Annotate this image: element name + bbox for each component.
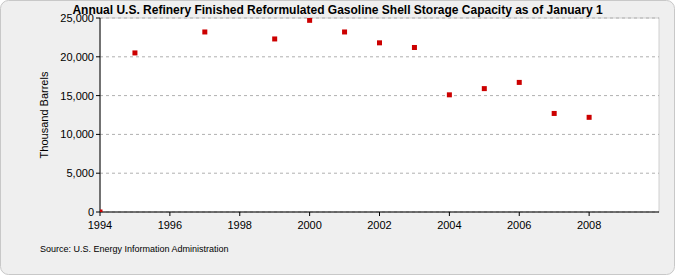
y-tick-label: 10,000 bbox=[60, 128, 94, 140]
grid-line bbox=[100, 56, 659, 57]
x-tick bbox=[379, 212, 380, 216]
x-tick-label: 1996 bbox=[158, 219, 182, 231]
grid-line bbox=[100, 212, 659, 213]
points bbox=[100, 18, 592, 212]
point bbox=[482, 86, 487, 91]
y-axis bbox=[100, 18, 101, 212]
source: Source: U.S. Energy Information Administ… bbox=[40, 244, 229, 254]
plot-area bbox=[100, 18, 659, 212]
y-tick bbox=[96, 212, 100, 213]
x-tick bbox=[589, 212, 590, 216]
y-tick bbox=[96, 56, 100, 57]
x-tick bbox=[169, 212, 170, 216]
x-tick bbox=[519, 212, 520, 216]
y-tick-label: 25,000 bbox=[60, 12, 94, 24]
x-tick-label: 2000 bbox=[297, 219, 321, 231]
x-tick-label: 1994 bbox=[88, 219, 112, 231]
point bbox=[132, 50, 137, 55]
y-tick bbox=[96, 134, 100, 135]
point bbox=[307, 18, 312, 23]
grid-line bbox=[100, 173, 659, 174]
x-tick-label: 2008 bbox=[577, 219, 601, 231]
point bbox=[447, 92, 452, 97]
x-tick bbox=[100, 212, 101, 216]
title: Annual U.S. Refinery Finished Reformulat… bbox=[72, 3, 602, 17]
grid-line bbox=[100, 18, 659, 19]
point bbox=[100, 210, 103, 213]
point bbox=[587, 115, 592, 120]
y-tick-label: 0 bbox=[88, 206, 94, 218]
grid-line bbox=[100, 95, 659, 96]
y-tick bbox=[96, 18, 100, 19]
background bbox=[1, 1, 675, 275]
point bbox=[202, 29, 207, 34]
point bbox=[552, 111, 557, 116]
y-axis-label: Thousand Barrels bbox=[38, 71, 50, 158]
x-axis bbox=[100, 212, 659, 213]
point bbox=[377, 40, 382, 45]
point bbox=[412, 45, 417, 50]
y-tick bbox=[96, 173, 100, 174]
x-tick bbox=[239, 212, 240, 216]
point bbox=[517, 80, 522, 85]
x-tick-label: 2002 bbox=[367, 219, 391, 231]
chart: Annual U.S. Refinery Finished Reformulat… bbox=[0, 0, 675, 275]
x-tick-label: 1998 bbox=[228, 219, 252, 231]
x-tick-label: 2004 bbox=[437, 219, 461, 231]
y-tick-label: 20,000 bbox=[60, 51, 94, 63]
x-tick bbox=[449, 212, 450, 216]
x-tick-label: 2006 bbox=[507, 219, 531, 231]
y-tick bbox=[96, 95, 100, 96]
x-tick bbox=[309, 212, 310, 216]
y-tick-label: 5,000 bbox=[66, 167, 94, 179]
point bbox=[342, 29, 347, 34]
y-tick-label: 15,000 bbox=[60, 90, 94, 102]
grid-line bbox=[100, 134, 659, 135]
point bbox=[272, 36, 277, 41]
